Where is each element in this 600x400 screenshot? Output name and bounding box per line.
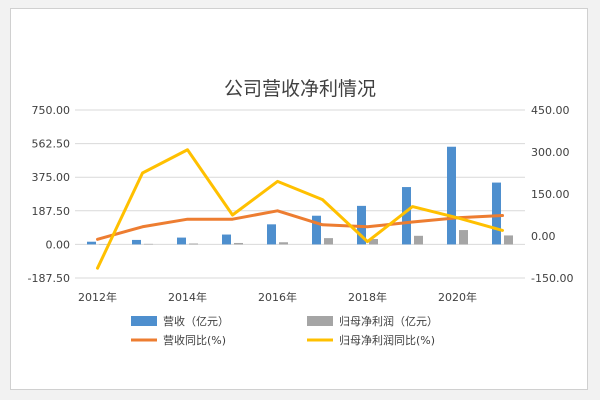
legend-label: 归母净利润（亿元） xyxy=(339,314,438,328)
legend-label: 营收（亿元） xyxy=(163,314,229,328)
bar-revenue xyxy=(222,234,231,245)
bar-net-profit xyxy=(504,235,513,245)
x-tick-label: 2016年 xyxy=(258,290,297,304)
bar-revenue xyxy=(177,237,186,245)
left-tick-label: 0.00 xyxy=(46,238,71,251)
x-tick-label: 2020年 xyxy=(438,290,477,304)
right-tick-label: 0.00 xyxy=(531,230,556,243)
right-tick-label: 300.00 xyxy=(531,146,570,159)
x-tick-label: 2018年 xyxy=(348,290,387,304)
legend-swatch xyxy=(131,316,157,326)
bar-revenue xyxy=(312,215,321,245)
right-tick-label: 450.00 xyxy=(531,104,570,117)
bar-revenue xyxy=(87,241,96,245)
bar-net-profit xyxy=(369,239,378,245)
legend-label: 营收同比(%) xyxy=(163,333,226,347)
bar-revenue xyxy=(402,187,411,245)
net-profit-yoy-line xyxy=(96,148,504,270)
bar-net-profit xyxy=(234,242,243,245)
x-tick-label: 2014年 xyxy=(168,290,207,304)
left-tick-label: 562.50 xyxy=(32,138,71,151)
bar-series xyxy=(87,146,513,245)
left-tick-label: 750.00 xyxy=(32,104,71,117)
bar-net-profit xyxy=(144,243,153,245)
legend-swatch xyxy=(307,316,333,326)
bar-revenue xyxy=(132,239,141,245)
legend: 营收（亿元） 归母净利润（亿元） 营收同比(%) 归母净利润同比(%) xyxy=(131,314,438,347)
left-tick-label: 375.00 xyxy=(32,171,71,184)
bar-revenue xyxy=(447,146,456,245)
chart-frame xyxy=(10,8,588,390)
bar-net-profit xyxy=(414,235,423,245)
legend-label: 归母净利润同比(%) xyxy=(339,333,435,347)
bar-net-profit xyxy=(189,243,198,245)
left-axis-ticks: 750.00 562.50 375.00 187.50 0.00 -187.50 xyxy=(28,104,70,285)
x-tick-label: 2012年 xyxy=(78,290,117,304)
bar-net-profit xyxy=(279,242,288,245)
right-tick-label: -150.00 xyxy=(531,272,573,285)
bar-revenue xyxy=(492,182,501,245)
bar-net-profit xyxy=(459,230,468,245)
line-series xyxy=(96,148,504,270)
bar-revenue xyxy=(267,224,276,245)
bar-net-profit xyxy=(324,238,333,245)
right-axis-ticks: 450.00 300.00 150.00 0.00 -150.00 xyxy=(531,104,573,285)
left-tick-label: -187.50 xyxy=(28,272,70,285)
chart-title: 公司营收净利情况 xyxy=(224,78,376,100)
right-tick-label: 150.00 xyxy=(531,188,570,201)
x-axis-ticks: 2012年 2014年 2016年 2018年 2020年 xyxy=(78,290,477,304)
gridlines xyxy=(75,109,525,279)
revenue-yoy-line xyxy=(96,209,504,241)
left-tick-label: 187.50 xyxy=(32,205,71,218)
